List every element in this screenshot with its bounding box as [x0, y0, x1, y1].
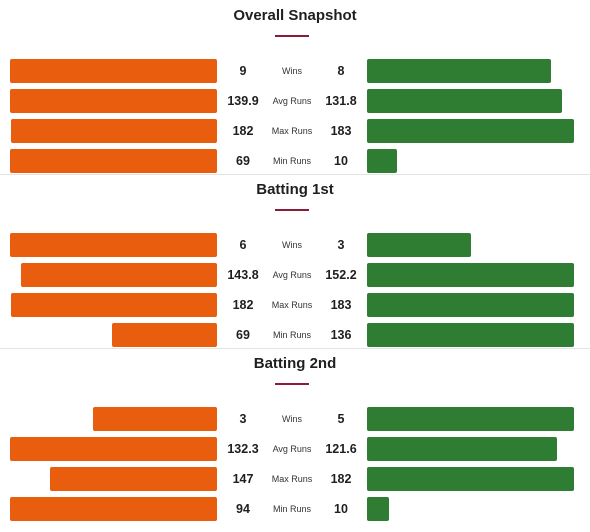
section-title: Batting 1st [256, 181, 334, 198]
stat-row: 182 Max Runs 183 [0, 119, 590, 143]
value-team-b: 10 [334, 154, 348, 168]
bar-team-b [367, 263, 574, 287]
stat-row: 3 Wins 5 [0, 407, 590, 431]
stat-row: 69 Min Runs 136 [0, 323, 590, 347]
value-team-a: 139.9 [227, 94, 259, 108]
metric-label: Wins [282, 240, 302, 250]
section-2: Batting 2nd 3 Wins 5 132.3 Avg Runs 121.6 147 Ma… [0, 348, 590, 522]
value-team-a: 182 [232, 298, 254, 312]
bar-team-b [367, 323, 574, 347]
value-team-b: 8 [337, 64, 345, 78]
value-team-a: 132.3 [227, 442, 259, 456]
metric-label: Avg Runs [272, 270, 312, 280]
bar-team-a [93, 407, 217, 431]
bar-team-b [367, 497, 389, 521]
value-team-b: 5 [337, 412, 345, 426]
stat-row: 182 Max Runs 183 [0, 293, 590, 317]
bar-team-b [367, 89, 562, 113]
bar-team-a [50, 467, 217, 491]
metric-label: Wins [282, 414, 302, 424]
value-team-b: 152.2 [325, 268, 357, 282]
bar-team-a [10, 149, 217, 173]
value-team-b: 131.8 [325, 94, 357, 108]
title-underline [275, 35, 309, 37]
stat-row: 143.8 Avg Runs 152.2 [0, 263, 590, 287]
value-team-a: 94 [236, 502, 250, 516]
stat-row: 6 Wins 3 [0, 233, 590, 257]
bar-team-a [11, 119, 217, 143]
value-team-a: 69 [236, 328, 250, 342]
bar-team-a [11, 293, 217, 317]
section-0: Overall Snapshot 9 Wins 8 139.9 Avg Runs 131.8… [0, 0, 590, 174]
metric-label: Avg Runs [272, 96, 312, 106]
bar-team-a [112, 323, 217, 347]
value-team-b: 10 [334, 502, 348, 516]
bar-team-a [10, 437, 217, 461]
value-team-a: 182 [232, 124, 254, 138]
bar-team-a [21, 263, 217, 287]
bar-team-a [10, 89, 217, 113]
stat-row: 139.9 Avg Runs 131.8 [0, 89, 590, 113]
section-1: Batting 1st 6 Wins 3 143.8 Avg Runs 152.2 182 Ma… [0, 174, 590, 348]
bar-team-b [367, 293, 574, 317]
stat-row: 9 Wins 8 [0, 59, 590, 83]
metric-label: Min Runs [272, 330, 311, 340]
metric-label: Max Runs [271, 126, 313, 136]
metric-label: Max Runs [271, 300, 313, 310]
value-team-b: 136 [330, 328, 352, 342]
value-team-a: 143.8 [227, 268, 259, 282]
value-team-a: 147 [232, 472, 254, 486]
title-underline [275, 383, 309, 385]
metric-label: Avg Runs [272, 444, 312, 454]
bar-team-a [10, 497, 217, 521]
bar-team-b [367, 437, 557, 461]
metric-label: Max Runs [271, 474, 313, 484]
value-team-b: 3 [337, 238, 345, 252]
metric-label: Min Runs [272, 504, 311, 514]
value-team-a: 6 [239, 238, 247, 252]
title-underline [275, 209, 309, 211]
metric-label: Min Runs [272, 156, 311, 166]
value-team-b: 183 [330, 298, 352, 312]
value-team-a: 69 [236, 154, 250, 168]
section-divider [0, 348, 590, 349]
value-team-a: 9 [239, 64, 247, 78]
bar-team-b [367, 59, 551, 83]
bar-team-b [367, 149, 397, 173]
section-title: Batting 2nd [253, 355, 337, 372]
stat-row: 69 Min Runs 10 [0, 149, 590, 173]
value-team-b: 183 [330, 124, 352, 138]
bar-team-b [367, 233, 471, 257]
stat-row: 147 Max Runs 182 [0, 467, 590, 491]
stat-row: 94 Min Runs 10 [0, 497, 590, 521]
bar-team-b [367, 467, 574, 491]
value-team-a: 3 [239, 412, 247, 426]
stat-row: 132.3 Avg Runs 121.6 [0, 437, 590, 461]
bar-team-a [10, 233, 217, 257]
metric-label: Wins [282, 66, 302, 76]
bar-team-a [10, 59, 217, 83]
value-team-b: 182 [330, 472, 352, 486]
bar-team-b [367, 119, 574, 143]
value-team-b: 121.6 [325, 442, 357, 456]
bar-team-b [367, 407, 574, 431]
section-divider [0, 174, 590, 175]
section-title: Overall Snapshot [233, 7, 357, 24]
